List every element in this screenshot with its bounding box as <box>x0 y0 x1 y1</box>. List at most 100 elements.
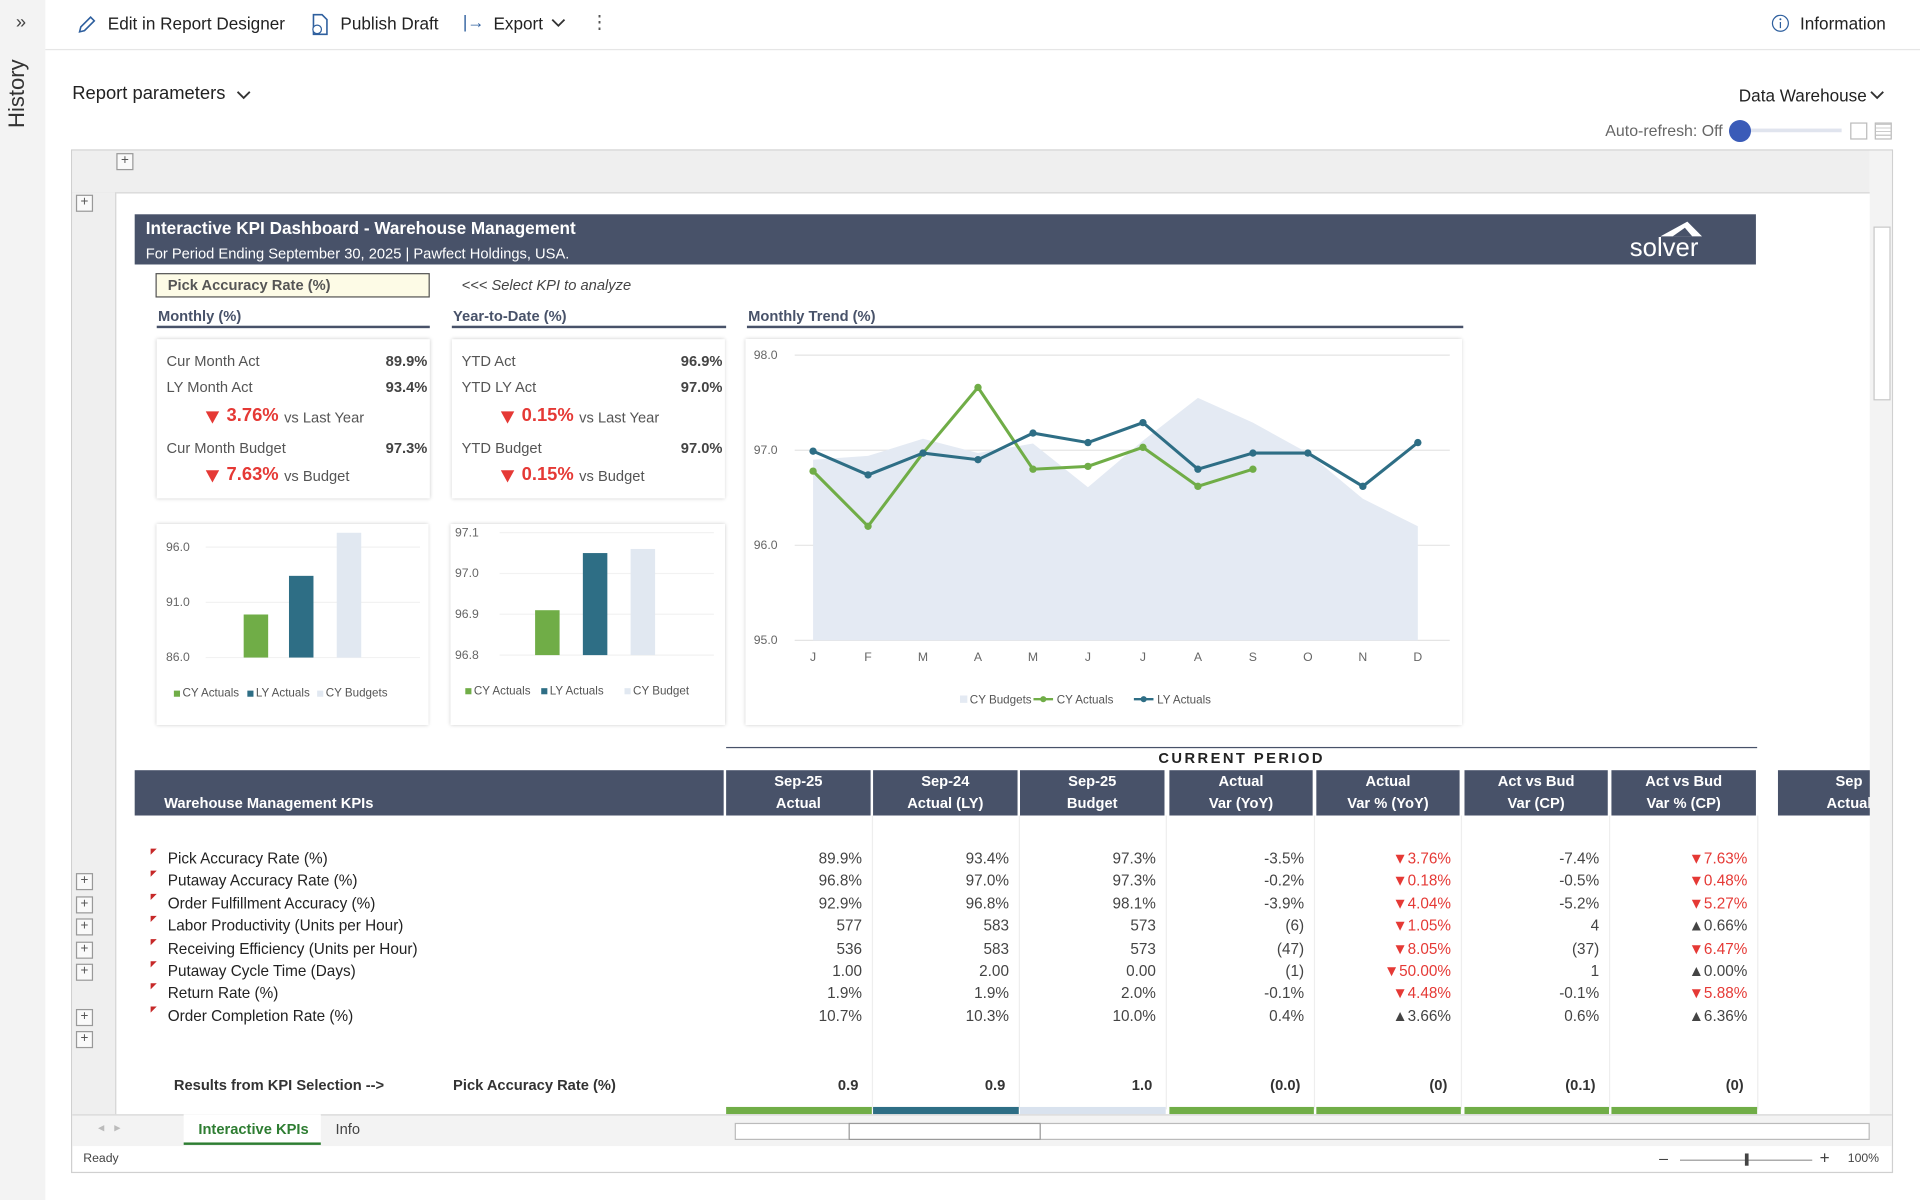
cell: 89.9% <box>818 849 863 867</box>
cell: ▲0.00% <box>1688 962 1748 980</box>
cell: ▲0.66% <box>1688 917 1748 935</box>
cell: 583 <box>983 939 1009 958</box>
cell: 10.3% <box>965 1007 1009 1025</box>
cell: ▼3.76% <box>1392 849 1452 867</box>
data-source[interactable]: Data Warehouse <box>1738 85 1867 106</box>
kpi-selector[interactable] <box>155 273 430 298</box>
information-button[interactable]: Information <box>1800 13 1886 34</box>
more-button[interactable]: ⋮ <box>590 12 609 34</box>
kpi-name: Receiving Efficiency (Units per Hour) <box>167 939 418 958</box>
legend-label: CY Budget <box>633 684 690 697</box>
report-parameters[interactable]: Report parameters <box>72 83 226 105</box>
header-text: Actual <box>1826 794 1870 812</box>
cell: 10.7% <box>818 1007 863 1025</box>
expand-row[interactable]: + <box>75 1031 94 1049</box>
kpi-name: Order Completion Rate (%) <box>167 1007 354 1025</box>
grid-icon[interactable] <box>1874 122 1892 140</box>
x-tick-label: A <box>1194 650 1203 664</box>
bar <box>336 532 362 658</box>
legend-swatch <box>960 695 968 703</box>
down-arrow <box>500 411 515 424</box>
cell: 0.00 <box>1126 962 1156 980</box>
variance-label: vs Last Year <box>284 408 365 427</box>
results-kpi: Pick Accuracy Rate (%) <box>453 1076 616 1094</box>
comment-marker <box>150 893 157 900</box>
bar <box>630 548 656 656</box>
kpi-label: YTD Act <box>461 352 516 370</box>
expand-row[interactable]: + <box>75 918 94 936</box>
zoom-in[interactable]: + <box>1819 1147 1830 1167</box>
legend-swatch <box>317 690 324 697</box>
scroll-thumb[interactable] <box>1873 226 1891 401</box>
header-text: Var % (YoY) <box>1347 794 1429 812</box>
kpi-table: Warehouse Management KPIs Sep-25 Actual Sep… <box>134 770 1870 1115</box>
kpi-name: Pick Accuracy Rate (%) <box>167 849 328 867</box>
cell: 1.00 <box>832 962 863 980</box>
tab-label[interactable]: Info <box>335 1120 361 1138</box>
x-tick-label: D <box>1413 650 1422 664</box>
cell: ▼0.48% <box>1688 872 1748 890</box>
column-divider <box>1313 815 1316 1110</box>
column-divider <box>871 815 874 1110</box>
expand-row[interactable]: + <box>75 896 94 914</box>
legend-label: CY Budgets <box>326 687 388 700</box>
header-text: Warehouse Management KPIs <box>164 794 374 812</box>
results-bar <box>1316 1106 1461 1115</box>
sidebar <box>0 0 46 1200</box>
export-button[interactable]: Export <box>493 13 544 34</box>
expand-row[interactable]: + <box>75 873 94 891</box>
cell: 10.0% <box>1112 1007 1156 1025</box>
popout-icon[interactable] <box>1850 122 1868 140</box>
cell: (47) <box>1276 939 1305 958</box>
variance-value: 0.15% <box>521 405 574 427</box>
cell: ▲6.36% <box>1688 1007 1748 1025</box>
kpi-label: LY Month Act <box>166 378 253 396</box>
kpi-label: YTD LY Act <box>461 378 537 396</box>
kpi-selector-value[interactable]: Pick Accuracy Rate (%) <box>167 276 331 294</box>
header-cell <box>1611 770 1756 816</box>
zoom-out[interactable]: – <box>1659 1148 1669 1167</box>
cell: 577 <box>836 917 863 935</box>
active-tab[interactable] <box>183 1114 321 1145</box>
slider-thumb[interactable] <box>1728 120 1752 143</box>
row-header <box>72 192 117 1115</box>
edit-button[interactable]: Edit in Report Designer <box>107 13 286 34</box>
column-divider <box>1757 815 1759 1110</box>
cell: 1 <box>1590 962 1600 980</box>
logo-mark <box>1660 221 1703 237</box>
expand-icon[interactable]: » <box>15 12 27 34</box>
expand-row[interactable]: + <box>75 941 94 959</box>
zoom-thumb[interactable] <box>1744 1153 1749 1166</box>
tab-label[interactable]: Interactive KPIs <box>198 1120 309 1138</box>
tab-nav[interactable]: ◂ ▸ <box>97 1121 121 1136</box>
legend-swatch <box>173 690 180 697</box>
header-text: Sep <box>1835 772 1863 790</box>
heading-rule <box>451 325 727 329</box>
kpi-name: Order Fulfillment Accuracy (%) <box>167 894 376 912</box>
cell: ▲3.66% <box>1392 1007 1452 1025</box>
kpi-value: 96.9% <box>680 352 723 370</box>
cell: 96.8% <box>965 894 1009 912</box>
expand-row[interactable]: + <box>75 194 94 212</box>
kpi-card: Cur Month Act 89.9% LY Month Act 93.4% 3.76%… <box>156 339 430 499</box>
kpi-label: Cur Month Budget <box>166 439 286 457</box>
period-rule <box>726 746 1758 749</box>
expand-column[interactable]: + <box>116 153 134 171</box>
results-bar <box>1169 1106 1314 1115</box>
comment-marker <box>150 871 157 878</box>
h-scroll-thumb[interactable] <box>848 1122 1041 1140</box>
report-title: Interactive KPI Dashboard - Warehouse Ma… <box>145 217 576 238</box>
header-text: Sep-25 <box>1068 772 1117 790</box>
period-header: CURRENT PERIOD <box>1158 749 1325 767</box>
expand-row[interactable]: + <box>75 963 94 981</box>
cell: 97.0% <box>965 872 1009 890</box>
cell: -0.2% <box>1264 872 1305 890</box>
bar <box>243 614 269 658</box>
publish-button[interactable]: Publish Draft <box>340 13 439 34</box>
triangle <box>500 411 515 424</box>
x-tick-label: J <box>1140 650 1146 664</box>
expand-row[interactable]: + <box>75 1008 94 1027</box>
legend-label: LY Actuals <box>1157 693 1211 706</box>
cell: 92.9% <box>818 894 863 912</box>
